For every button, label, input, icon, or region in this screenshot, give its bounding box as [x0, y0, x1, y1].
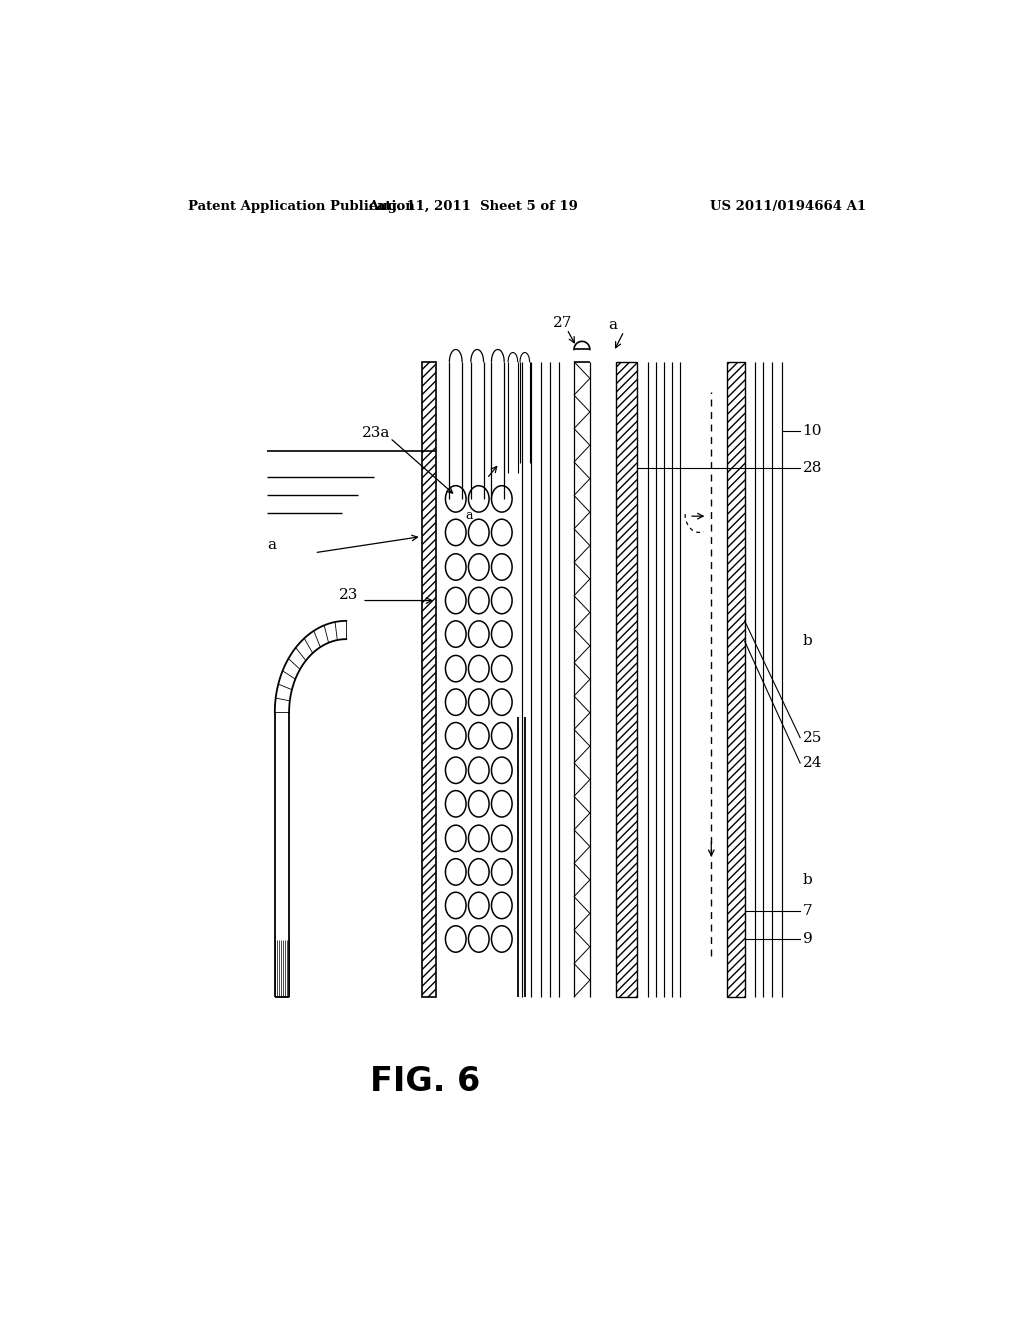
Text: b: b	[803, 634, 812, 648]
Text: a: a	[608, 318, 617, 333]
Text: 23: 23	[339, 589, 358, 602]
Bar	[422, 362, 436, 997]
Text: 10: 10	[803, 424, 822, 438]
Text: 25: 25	[803, 731, 822, 744]
Text: 27: 27	[553, 315, 572, 330]
Text: a: a	[466, 510, 473, 521]
Bar	[616, 362, 637, 997]
Bar	[727, 362, 744, 997]
Text: 9: 9	[803, 932, 812, 946]
Text: 7: 7	[803, 903, 812, 917]
Text: 28: 28	[803, 462, 822, 475]
Text: Aug. 11, 2011  Sheet 5 of 19: Aug. 11, 2011 Sheet 5 of 19	[369, 199, 579, 213]
Text: FIG. 6: FIG. 6	[371, 1065, 480, 1098]
Text: b: b	[803, 873, 812, 887]
Text: a: a	[267, 537, 275, 552]
Text: 24: 24	[803, 756, 822, 770]
Text: Patent Application Publication: Patent Application Publication	[187, 199, 415, 213]
Text: 23a: 23a	[362, 426, 390, 440]
Text: US 2011/0194664 A1: US 2011/0194664 A1	[710, 199, 866, 213]
